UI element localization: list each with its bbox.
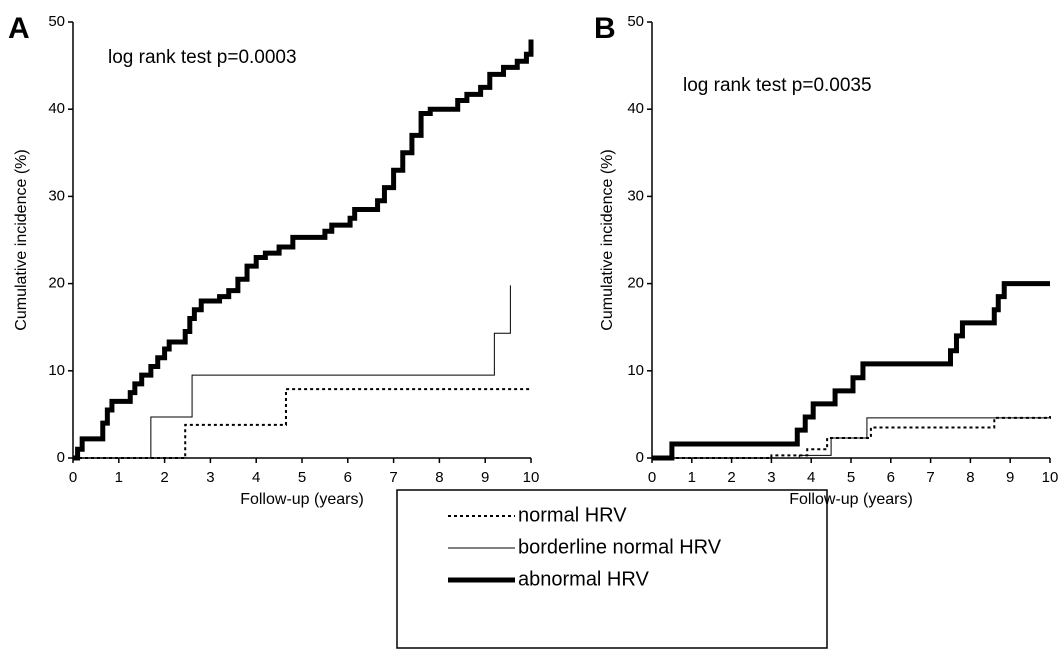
x-tick-label: 9: [481, 469, 489, 486]
x-axis-label: Follow-up (years): [789, 491, 913, 508]
x-tick-label: 0: [648, 469, 656, 486]
x-tick-label: 10: [523, 469, 540, 486]
km-curve: [652, 416, 1051, 459]
annotation: log rank test p=0.0003: [108, 47, 297, 68]
x-tick-label: 8: [435, 469, 443, 486]
x-tick-label: 3: [767, 469, 775, 486]
x-axis-label: Follow-up (years): [240, 491, 364, 508]
x-tick-label: 7: [926, 469, 934, 486]
x-tick-label: 5: [847, 469, 855, 486]
km-curve: [73, 388, 531, 459]
y-tick-label: 30: [48, 187, 65, 204]
x-tick-label: 10: [1042, 469, 1059, 486]
y-tick-label: 10: [627, 362, 644, 379]
y-axis-label: Cumulative incidence (%): [13, 149, 30, 330]
x-tick-label: 2: [160, 469, 168, 486]
km-curve: [652, 281, 1050, 461]
y-tick-label: 40: [48, 100, 65, 117]
y-tick-label: 10: [48, 362, 65, 379]
y-tick-label: 50: [48, 13, 65, 30]
x-tick-label: 2: [727, 469, 735, 486]
x-tick-label: 6: [887, 469, 895, 486]
x-tick-label: 1: [688, 469, 696, 486]
y-tick-label: 50: [627, 13, 644, 30]
legend-box: [396, 489, 828, 649]
legend-label: normal HRV: [518, 504, 627, 526]
x-tick-label: 4: [807, 469, 815, 486]
x-tick-label: 5: [298, 469, 306, 486]
y-tick-label: 20: [48, 275, 65, 292]
x-tick-label: 3: [206, 469, 214, 486]
km-curve: [652, 417, 1050, 459]
y-tick-label: 0: [636, 449, 644, 466]
legend-label: borderline normal HRV: [518, 536, 722, 558]
legend-label: abnormal HRV: [518, 568, 649, 590]
y-tick-label: 30: [627, 187, 644, 204]
y-axis-label: Cumulative incidence (%): [599, 149, 616, 330]
x-tick-label: 8: [966, 469, 974, 486]
annotation: log rank test p=0.0035: [683, 75, 872, 96]
x-tick-label: 4: [252, 469, 260, 486]
x-tick-label: 6: [344, 469, 352, 486]
x-tick-label: 0: [69, 469, 77, 486]
y-tick-label: 40: [627, 100, 644, 117]
km-curve: [73, 39, 534, 461]
km-curve: [73, 285, 511, 459]
y-tick-label: 20: [627, 275, 644, 292]
y-tick-label: 0: [57, 449, 65, 466]
panel-label: B: [594, 12, 616, 45]
x-tick-label: 9: [1006, 469, 1014, 486]
panel-label: A: [8, 12, 30, 45]
x-tick-label: 1: [115, 469, 123, 486]
x-tick-label: 7: [389, 469, 397, 486]
